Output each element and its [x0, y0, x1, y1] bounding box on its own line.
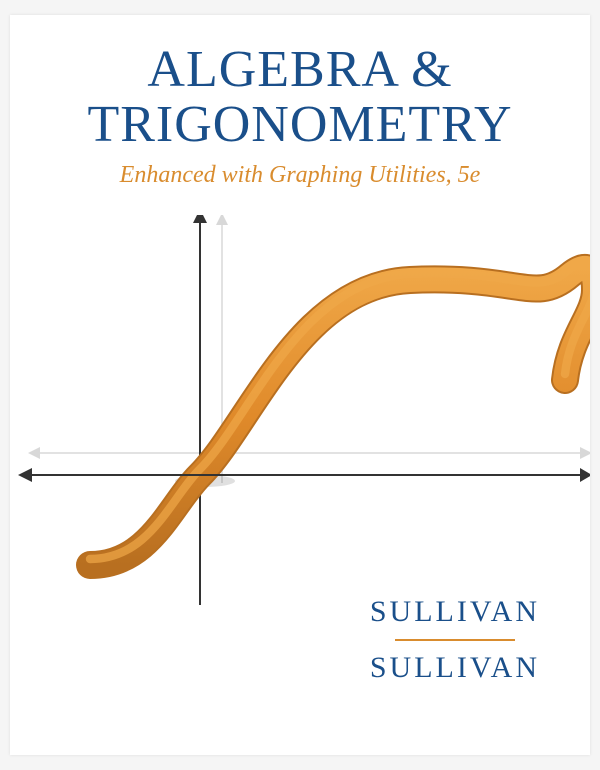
- author-divider: [395, 639, 515, 641]
- title-line-2: TRIGONOMETRY: [87, 96, 512, 153]
- subtitle: Enhanced with Graphing Utilities, 5e: [10, 162, 590, 189]
- authors-block: SULLIVAN SULLIVAN: [370, 595, 540, 685]
- title-block: ALGEBRA & TRIGONOMETRY Enhanced with Gra…: [10, 15, 590, 189]
- main-title: ALGEBRA & TRIGONOMETRY: [10, 43, 590, 152]
- graph-illustration: [10, 215, 590, 615]
- author-1: SULLIVAN: [370, 595, 540, 629]
- book-cover: ALGEBRA & TRIGONOMETRY Enhanced with Gra…: [10, 15, 590, 755]
- author-2: SULLIVAN: [370, 651, 540, 685]
- title-line-1: ALGEBRA &: [147, 41, 452, 98]
